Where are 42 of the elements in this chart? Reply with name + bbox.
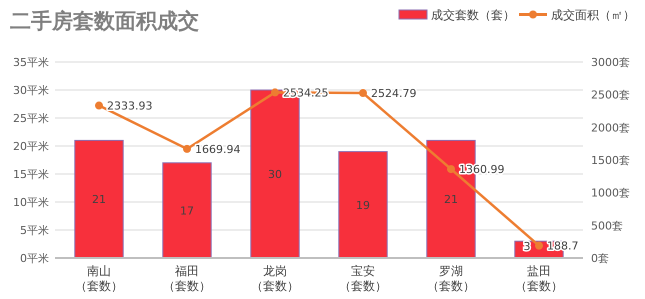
chart-title: 二手房套数面积成交 <box>10 8 199 33</box>
point <box>447 165 455 174</box>
data-label: 3 <box>524 240 530 254</box>
point <box>535 242 543 250</box>
y-tick-label: 5平米 <box>20 224 49 237</box>
y2-tick-label: 1500套 <box>591 154 630 167</box>
x-tick-label: 南山（套数） <box>75 264 123 293</box>
y2-tick-label: 500套 <box>591 219 623 232</box>
point <box>95 102 103 110</box>
point <box>183 144 191 153</box>
data-label: 30 <box>268 168 282 181</box>
y-tick-label: 35平米 <box>13 56 49 69</box>
y2-tick-label: 2000套 <box>591 121 630 134</box>
data-label: 21 <box>444 193 458 206</box>
x-tick-label: 宝安（套数） <box>339 264 387 293</box>
y-tick-label: 25平米 <box>13 112 49 125</box>
data-label: 19 <box>356 198 370 212</box>
data-label: 21 <box>92 193 106 206</box>
y-tick-label: 30平米 <box>13 84 49 97</box>
data-label: 1669.94 <box>195 142 240 156</box>
y2-tick-label: 2500套 <box>591 88 630 102</box>
data-label: 2333.93 <box>107 100 152 113</box>
bar <box>162 162 212 258</box>
data-label: 17 <box>180 204 194 218</box>
y-tick-label: 10平米 <box>13 196 49 209</box>
y-tick-label: 0平米 <box>20 252 49 265</box>
bar <box>338 151 388 258</box>
y2-tick-label: 0套 <box>591 252 609 265</box>
legend-label: 成交套数（套） <box>431 8 515 22</box>
data-label: 2524.79 <box>371 87 416 100</box>
legend-label: 成交面积（㎡） <box>551 8 635 22</box>
y-tick-label: 15平米 <box>13 168 49 181</box>
y2-tick-label: 1000套 <box>591 186 630 200</box>
x-tick-label: 福田（套数） <box>163 264 211 293</box>
x-tick-label: 盐田（套数） <box>515 264 563 293</box>
y-tick-label: 20平米 <box>13 140 49 153</box>
point <box>359 89 367 98</box>
point <box>271 88 279 96</box>
y2-tick-label: 3000套 <box>591 56 630 69</box>
bar <box>74 140 124 258</box>
x-tick-label: 龙岗（套数） <box>251 264 299 293</box>
x-tick-label: 罗湖（套数） <box>427 264 475 293</box>
